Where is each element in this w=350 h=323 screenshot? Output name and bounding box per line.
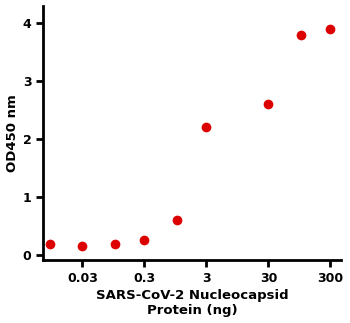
Y-axis label: OD450 nm: OD450 nm xyxy=(6,94,19,172)
X-axis label: SARS-CoV-2 Nucleocapsid
Protein (ng): SARS-CoV-2 Nucleocapsid Protein (ng) xyxy=(96,289,289,318)
